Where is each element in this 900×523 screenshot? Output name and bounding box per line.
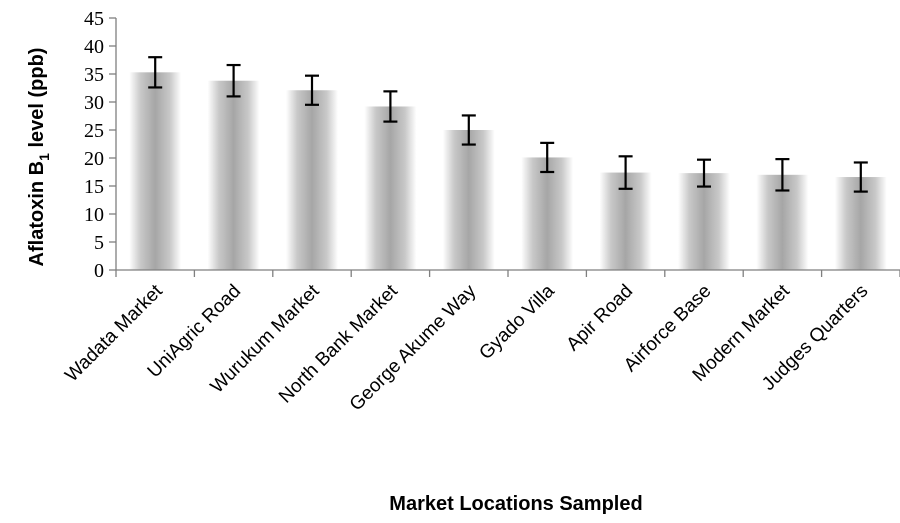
y-axis-title-main: Aflatoxin B xyxy=(26,161,48,267)
bar xyxy=(364,106,417,270)
error-bars xyxy=(148,56,868,193)
y-tick-label: 25 xyxy=(84,120,104,142)
y-tick-label: 5 xyxy=(94,232,104,254)
y-axis-ticks: 0 5 10 15 20 25 30 35 40 45 xyxy=(84,8,116,282)
bar xyxy=(678,173,730,270)
y-tick-label: 20 xyxy=(84,148,104,170)
x-axis-ticks xyxy=(115,270,900,277)
bar xyxy=(521,157,574,270)
bar xyxy=(207,80,260,270)
y-tick-label: 35 xyxy=(84,64,104,86)
x-axis-title: Market Locations Sampled xyxy=(389,493,642,515)
bar xyxy=(129,72,182,270)
y-tick-label: 45 xyxy=(84,8,104,30)
y-axis-title-subscript: 1 xyxy=(36,153,52,161)
bar xyxy=(442,130,495,270)
x-category-label: Gyado Villa xyxy=(475,280,559,364)
y-tick-label: 30 xyxy=(84,92,104,114)
bars xyxy=(129,72,887,271)
y-tick-label: 10 xyxy=(84,204,104,226)
y-tick-label: 15 xyxy=(84,176,104,198)
bar xyxy=(286,90,338,271)
y-tick-label: 40 xyxy=(84,36,104,58)
y-axis-title-unit: level (ppb) xyxy=(26,48,48,154)
y-tick-label: 0 xyxy=(94,260,104,282)
x-category-label: Apir Road xyxy=(563,281,638,356)
y-axis-title: Aflatoxin B1 level (ppb) xyxy=(26,48,52,267)
